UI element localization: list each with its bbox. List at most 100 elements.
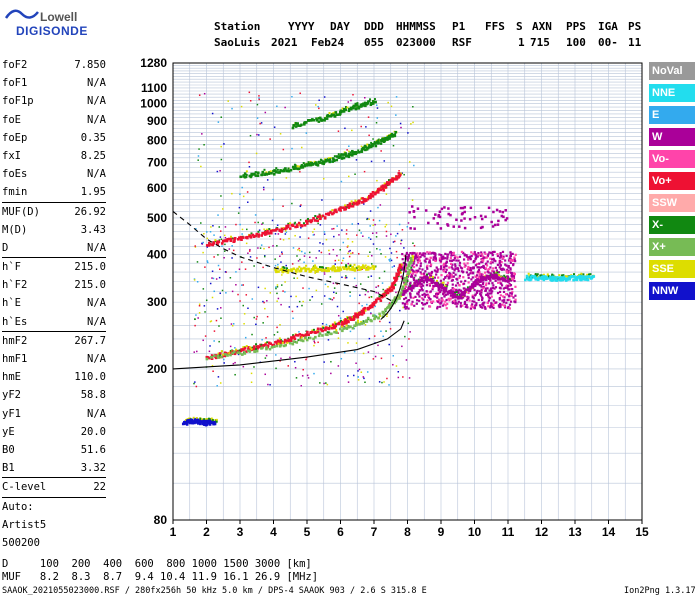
trace-dot-nne bbox=[564, 279, 568, 282]
w-echo-dot bbox=[417, 291, 420, 294]
w-echo-dot bbox=[469, 307, 472, 310]
w-echo-dot bbox=[419, 264, 422, 268]
param-value: 0.35 bbox=[80, 131, 106, 144]
trace-dot-sse bbox=[290, 269, 294, 273]
trace-dot-mixed bbox=[498, 274, 501, 277]
w-echo-dot bbox=[478, 254, 481, 257]
w-echo-dot bbox=[469, 206, 473, 210]
noise-dot bbox=[361, 268, 363, 270]
trace-dot-vo bbox=[207, 244, 211, 247]
trace-dot-nne bbox=[569, 276, 572, 279]
trace-dot-mixed bbox=[389, 132, 392, 135]
trace-dot-x bbox=[268, 347, 272, 351]
noise-dot bbox=[372, 243, 375, 245]
noise-dot bbox=[349, 295, 351, 297]
trace-dot-vo bbox=[223, 354, 227, 358]
trace-dot-vo bbox=[300, 224, 304, 227]
trace-dot-vo bbox=[380, 185, 383, 188]
trace-dot-mixed bbox=[364, 309, 367, 312]
noise-dot bbox=[277, 297, 280, 300]
w-echo-dot bbox=[494, 286, 498, 289]
trace-dot-mixed bbox=[504, 276, 507, 279]
noise-dot bbox=[258, 97, 260, 99]
w-echo-dot bbox=[406, 257, 409, 260]
w-echo-dot bbox=[462, 287, 465, 290]
noise-dot bbox=[413, 164, 415, 167]
noise-dot bbox=[217, 264, 220, 267]
noise-dot bbox=[273, 334, 276, 336]
noise-dot bbox=[246, 191, 249, 193]
w-echo-dot bbox=[423, 259, 426, 262]
trace-dot-x bbox=[210, 355, 213, 359]
noise-dot bbox=[242, 195, 245, 198]
noise-dot bbox=[360, 371, 363, 373]
trace-dot-mixed bbox=[264, 342, 267, 345]
trace-dot-vo bbox=[341, 323, 344, 326]
trace-dot-w bbox=[449, 290, 453, 294]
noise-dot bbox=[313, 344, 315, 347]
trace-dot-x bbox=[342, 327, 345, 330]
trace-dot-w bbox=[424, 275, 427, 279]
trace-dot-mixed bbox=[436, 279, 439, 282]
param-name: foF1p bbox=[2, 95, 34, 108]
trace-dot-vo bbox=[370, 305, 374, 308]
trace-dot-nne bbox=[556, 276, 559, 279]
w-echo-dot bbox=[442, 292, 445, 296]
noise-dot bbox=[318, 107, 320, 110]
trace-dot-mixed bbox=[201, 418, 204, 421]
noise-dot bbox=[318, 250, 321, 252]
noise-dot bbox=[320, 303, 323, 305]
noise-dot bbox=[344, 277, 347, 279]
trace-dot-nne bbox=[570, 275, 574, 278]
w-echo-dot bbox=[457, 291, 460, 294]
x-tick-label: 15 bbox=[635, 525, 649, 539]
w-echo-dot bbox=[401, 258, 404, 261]
w-echo-dot bbox=[495, 269, 498, 272]
noise-dot bbox=[293, 277, 295, 279]
noise-dot bbox=[340, 357, 343, 360]
noise-dot bbox=[372, 219, 375, 221]
w-echo-dot bbox=[426, 251, 429, 254]
w-echo-dot bbox=[508, 283, 511, 287]
param-name: foEs bbox=[2, 168, 28, 181]
trace-dot-nnw bbox=[184, 420, 188, 423]
trace-dot-vo bbox=[357, 201, 361, 205]
trace-dot-x bbox=[374, 144, 378, 148]
trace-dot-vo bbox=[386, 291, 390, 295]
w-echo-dot bbox=[416, 292, 419, 295]
noise-dot bbox=[251, 333, 253, 336]
noise-dot bbox=[282, 148, 285, 151]
w-echo-dot bbox=[450, 274, 453, 277]
noise-dot bbox=[203, 92, 206, 95]
noise-dot bbox=[217, 121, 220, 123]
trace-dot-mixed bbox=[235, 348, 238, 351]
noise-dot bbox=[285, 177, 288, 179]
trace-dot-x bbox=[282, 344, 286, 348]
trace-dot-vo bbox=[378, 188, 381, 191]
trace-dot-mixed bbox=[215, 420, 218, 423]
noise-dot bbox=[406, 226, 409, 228]
trace-dot-nnw bbox=[213, 420, 217, 424]
trace-dot-vo bbox=[260, 234, 264, 237]
trace-dot-x bbox=[301, 166, 305, 169]
w-echo-dot bbox=[416, 256, 419, 259]
noise-dot bbox=[312, 260, 314, 262]
trace-dot-vo bbox=[229, 351, 232, 355]
noise-dot bbox=[220, 116, 223, 118]
trace-dot-mixed bbox=[301, 267, 304, 270]
w-echo-dot bbox=[500, 261, 503, 264]
trace-dot-mixed bbox=[362, 102, 365, 105]
trace-dot-vo bbox=[267, 232, 271, 235]
trace-dot-w bbox=[425, 278, 428, 282]
w-echo-dot bbox=[412, 296, 415, 299]
noise-dot bbox=[412, 106, 414, 108]
trace-dot-mixed bbox=[586, 273, 589, 276]
trace-dot-mixed bbox=[321, 266, 324, 269]
w-echo-dot bbox=[402, 261, 405, 265]
noise-dot bbox=[248, 91, 251, 94]
trace-dot-w bbox=[440, 286, 444, 290]
noise-dot bbox=[277, 233, 280, 235]
noise-dot bbox=[275, 354, 277, 356]
noise-dot bbox=[325, 323, 328, 326]
trace-dot-x bbox=[284, 343, 287, 347]
